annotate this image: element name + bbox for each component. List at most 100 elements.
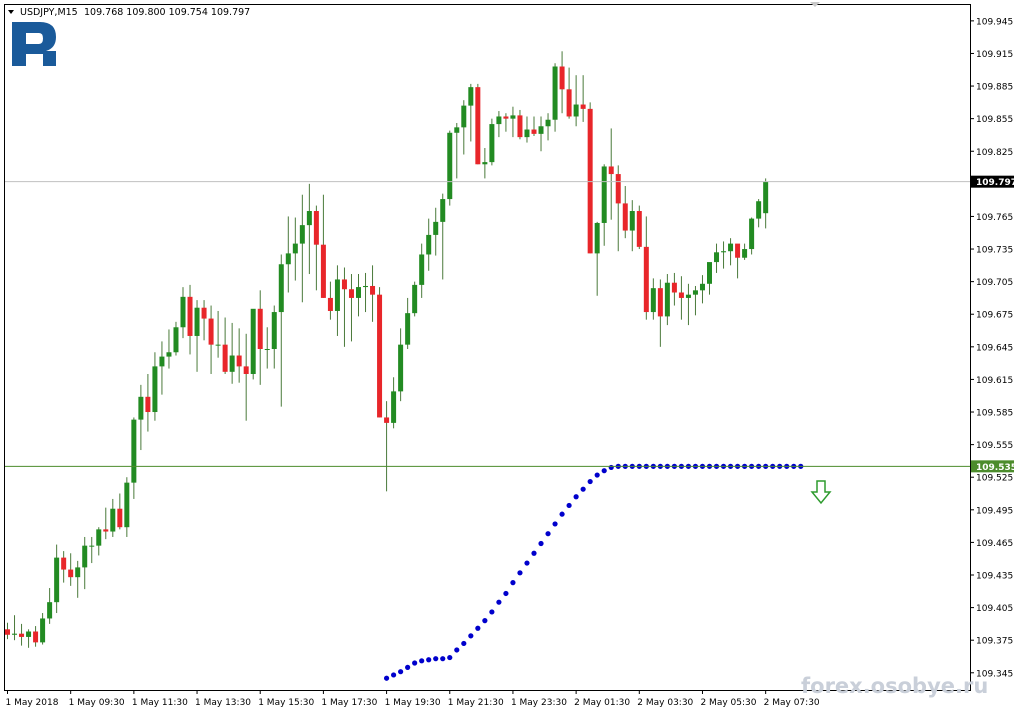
candle — [61, 551, 67, 583]
x-tick-label: 1 May 21:30 — [448, 698, 504, 708]
candle-body — [636, 211, 642, 247]
candle-body — [447, 132, 453, 200]
indicator-dot — [524, 560, 530, 566]
candle-body — [370, 285, 376, 295]
y-tick-label: 109.855 — [976, 115, 1013, 125]
candle — [124, 477, 130, 537]
candle — [538, 116, 544, 152]
y-tick-label: 109.675 — [976, 311, 1013, 321]
candle — [243, 333, 249, 421]
candle — [292, 217, 298, 281]
candle — [664, 274, 670, 326]
candle — [145, 373, 151, 432]
candle-body — [166, 352, 172, 357]
candle — [552, 63, 558, 132]
y-tick-label: 109.735 — [976, 246, 1013, 256]
candle-body — [735, 243, 741, 258]
chart-menu-triangle-icon[interactable] — [8, 10, 14, 14]
candle — [215, 310, 221, 358]
candle-body — [75, 567, 81, 578]
x-tick-label: 1 May 17:30 — [321, 698, 377, 708]
y-tick-label: 109.765 — [976, 213, 1013, 223]
candle — [363, 272, 369, 313]
candle — [496, 111, 502, 138]
candle — [54, 544, 60, 614]
candle-body — [117, 508, 123, 528]
y-tick-label: 109.615 — [976, 376, 1013, 386]
candle — [580, 75, 586, 122]
candle-body — [356, 287, 361, 298]
indicator-dot — [433, 656, 439, 662]
scroll-shift-marker-icon[interactable] — [810, 2, 820, 7]
indicator-dot — [496, 599, 502, 605]
candle-body — [714, 252, 720, 263]
candle-body — [433, 221, 439, 235]
candle — [749, 217, 755, 255]
candle — [629, 200, 635, 252]
candle — [545, 113, 551, 141]
x-tick-label: 1 May 13:30 — [195, 698, 251, 708]
indicator-dot — [587, 478, 593, 485]
candle — [110, 498, 116, 537]
candles-layer — [5, 51, 769, 648]
down-arrow-icon — [810, 480, 832, 505]
candle-body — [685, 294, 691, 298]
indicator-dot — [412, 660, 418, 666]
indicator-dot — [601, 468, 607, 474]
indicator-dot — [580, 486, 586, 492]
candle — [678, 276, 684, 320]
candle-body — [573, 104, 579, 117]
candle — [271, 305, 277, 369]
candle-body — [313, 211, 319, 245]
candle — [419, 243, 425, 298]
candle-body — [222, 344, 228, 372]
candle-body — [33, 631, 39, 643]
candle-body — [728, 243, 734, 252]
candle-body — [749, 218, 755, 250]
candle — [299, 194, 305, 303]
candle — [356, 274, 361, 317]
candle-body — [601, 166, 607, 223]
candle — [131, 417, 137, 499]
candle-body — [643, 246, 649, 313]
candle-body — [61, 557, 67, 570]
x-tick-label: 2 May 05:30 — [700, 698, 756, 708]
candle-body — [412, 284, 418, 314]
indicator-dot — [531, 550, 537, 556]
candle — [650, 278, 656, 320]
candle — [405, 297, 411, 349]
candle — [103, 507, 109, 540]
candle-body — [461, 105, 467, 128]
candle-body — [26, 631, 32, 637]
indicator-dot — [475, 625, 481, 631]
candle — [721, 241, 727, 269]
candle-body — [341, 279, 347, 290]
indicator-dot — [510, 580, 516, 586]
candle — [208, 305, 214, 374]
candle-body — [348, 289, 354, 298]
indicator-dot — [538, 540, 544, 547]
candle — [152, 352, 158, 421]
candle — [384, 401, 390, 492]
candle — [313, 205, 319, 291]
y-tick-label: 109.525 — [976, 474, 1013, 484]
x-tick-label: 1 May 23:30 — [511, 698, 567, 708]
indicator-dot — [482, 618, 488, 624]
candle-body — [82, 545, 88, 568]
candle-body — [5, 629, 10, 635]
candle — [370, 265, 376, 322]
candle — [12, 615, 18, 641]
candle — [566, 67, 572, 119]
indicator-dot — [440, 656, 446, 662]
candle-body — [699, 283, 705, 291]
candle-body — [538, 126, 544, 134]
candle-body — [721, 251, 727, 253]
candle-body — [545, 119, 551, 127]
candle-body — [208, 318, 214, 345]
indicator-dot — [594, 472, 600, 478]
candle-body — [391, 391, 397, 423]
candle — [559, 51, 565, 114]
candle-body — [671, 282, 677, 293]
x-tick-label: 2 May 07:30 — [764, 698, 820, 708]
